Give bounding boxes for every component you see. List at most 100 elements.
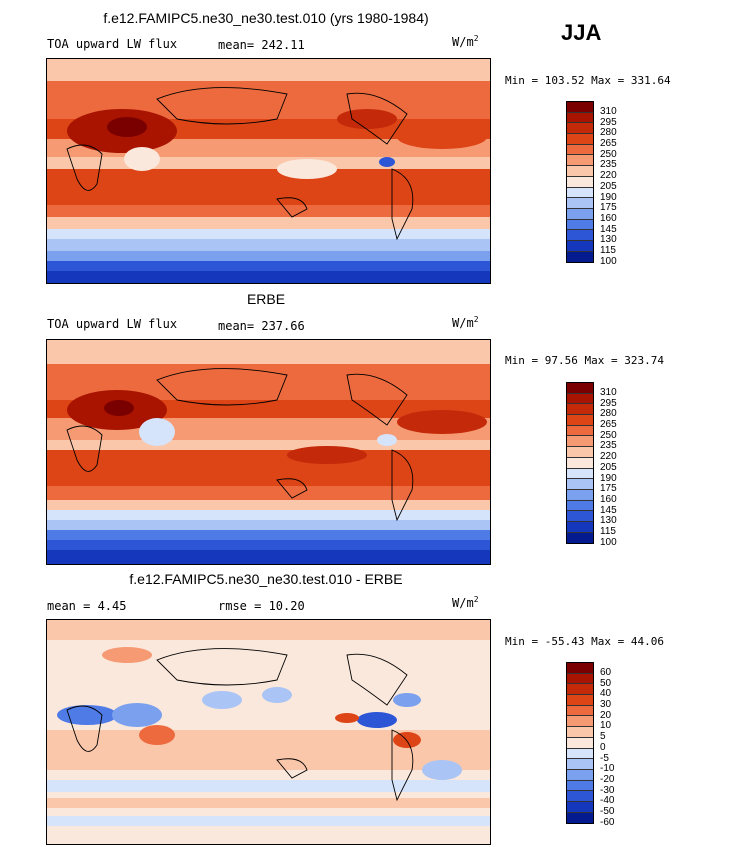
panel2-level: 190 (600, 472, 617, 484)
panel3-level: 30 (600, 699, 612, 711)
colorbar-swatch (567, 532, 593, 544)
panel1-level: 295 (600, 116, 617, 128)
colorbar-swatch (567, 102, 593, 113)
colorbar-swatch (567, 521, 593, 533)
colorbar-swatch (567, 737, 593, 749)
colorbar-swatch (567, 684, 593, 696)
colorbar-swatch (567, 240, 593, 252)
panel1-colorbar-labels: 310 295 280 265 250 235 220 205 190 175 … (600, 106, 617, 267)
panel1-level: 235 (600, 159, 617, 171)
panel2-level: 160 (600, 493, 617, 505)
panel2-level: 130 (600, 515, 617, 527)
panel2-level: 145 (600, 504, 617, 516)
panel3-mean: mean = 4.45 (47, 599, 127, 613)
panel2-map (46, 339, 491, 565)
panel1-level: 250 (600, 148, 617, 160)
panel1-field: TOA upward LW flux (47, 37, 178, 51)
panel2-level: 280 (600, 408, 617, 420)
colorbar-swatch (567, 769, 593, 781)
colorbar-swatch (567, 425, 593, 437)
panel2-minmax: Min = 97.56 Max = 323.74 (505, 354, 664, 367)
colorbar-swatch (567, 489, 593, 501)
panel1-level: 115 (600, 244, 616, 256)
colorbar-swatch (567, 123, 593, 135)
panel3-level: 10 (600, 720, 612, 732)
panel3-map (46, 619, 491, 845)
panel3-level: -20 (600, 773, 615, 785)
colorbar-swatch (567, 695, 593, 706)
colorbar-swatch (567, 415, 593, 426)
colorbar-swatch (567, 759, 593, 770)
panel1-level: 310 (600, 106, 617, 117)
panel2-level: 115 (600, 525, 616, 537)
colorbar-swatch (567, 500, 593, 512)
colorbar-swatch (567, 447, 593, 458)
colorbar-swatch (567, 198, 593, 209)
panel1-level: 205 (600, 180, 617, 192)
panel1-level: 175 (600, 202, 617, 214)
panel3-level: 40 (600, 688, 612, 700)
panel3-title: f.e12.FAMIPC5.ne30_ne30.test.010 - ERBE (129, 571, 403, 587)
panel2-level: 250 (600, 429, 617, 441)
colorbar-swatch (567, 251, 593, 263)
panel1-level: 280 (600, 127, 617, 139)
panel2-level: 205 (600, 461, 617, 473)
panel1-units: W/m2 (452, 34, 479, 49)
panel1-level: 190 (600, 191, 617, 203)
colorbar-swatch (567, 511, 593, 522)
colorbar-swatch (567, 673, 593, 685)
colorbar-swatch (567, 219, 593, 231)
colorbar-swatch (567, 230, 593, 241)
colorbar-swatch (567, 812, 593, 824)
colorbar-swatch (567, 112, 593, 124)
panel2-level: 100 (600, 536, 617, 548)
panel3-level: -10 (600, 763, 615, 775)
panel3-level: -30 (600, 784, 615, 796)
panel3-rmse: rmse = 10.20 (218, 599, 305, 613)
panel2-colorbar-labels: 310 295 280 265 250 235 220 205 190 175 … (600, 387, 617, 548)
colorbar-swatch (567, 705, 593, 717)
colorbar-swatch (567, 748, 593, 760)
panel2-colorbar (566, 382, 594, 545)
colorbar-swatch (567, 791, 593, 802)
panel1-level: 130 (600, 234, 617, 246)
panel1-level: 160 (600, 212, 617, 224)
panel3-level: -50 (600, 805, 615, 817)
colorbar-swatch (567, 404, 593, 416)
panel3-level: 5 (600, 731, 606, 743)
colorbar-swatch (567, 780, 593, 792)
colorbar-swatch (567, 383, 593, 394)
panel2-level: 175 (600, 483, 617, 495)
panel2-title: ERBE (246, 291, 286, 307)
colorbar-swatch (567, 716, 593, 728)
panel1-level: 145 (600, 223, 617, 235)
panel3-level: -5 (600, 752, 609, 764)
panel1-minmax: Min = 103.52 Max = 331.64 (505, 74, 671, 87)
colorbar-swatch (567, 436, 593, 448)
panel3-level: -40 (600, 795, 615, 807)
panel1-level: 100 (600, 255, 617, 267)
panel3-minmax: Min = -55.43 Max = 44.06 (505, 635, 664, 648)
colorbar-swatch (567, 176, 593, 188)
panel1-mean: mean= 242.11 (218, 38, 305, 52)
panel1-title: f.e12.FAMIPC5.ne30_ne30.test.010 (yrs 19… (103, 10, 429, 26)
panel3-colorbar-labels: 60 50 40 30 20 10 5 0 -5 -10 -20 -30 -40… (600, 667, 615, 828)
panel3-level: 60 (600, 667, 612, 678)
panel1-map (46, 58, 491, 284)
colorbar-swatch (567, 208, 593, 220)
panel2-units: W/m2 (452, 315, 479, 330)
colorbar-swatch (567, 393, 593, 405)
panel3-level: 50 (600, 677, 612, 689)
colorbar-swatch (567, 727, 593, 738)
panel2-level: 310 (600, 387, 617, 398)
colorbar-swatch (567, 155, 593, 167)
panel3-units: W/m2 (452, 595, 479, 610)
colorbar-swatch (567, 663, 593, 674)
season-label: JJA (561, 20, 602, 45)
colorbar-swatch (567, 801, 593, 813)
panel1-level: 265 (600, 138, 617, 150)
panel3-level: 20 (600, 709, 612, 721)
panel2-level: 220 (600, 451, 617, 463)
panel3-colorbar (566, 662, 594, 825)
panel3-level: -60 (600, 816, 615, 828)
